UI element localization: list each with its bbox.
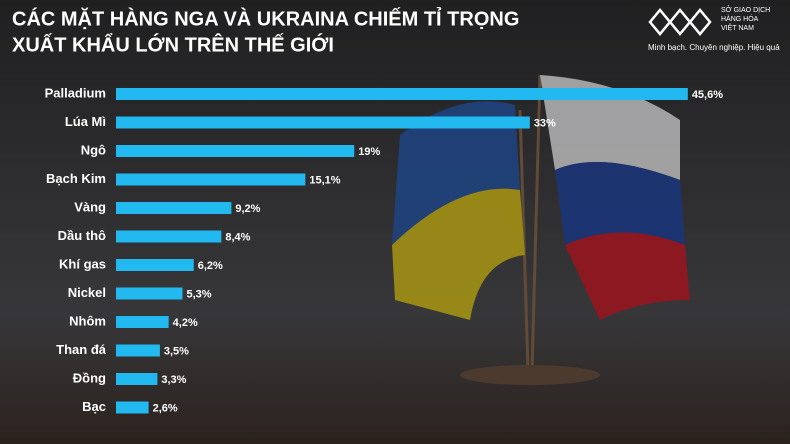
category-label: Lúa Mì [65, 114, 106, 129]
value-label: 19% [358, 146, 380, 158]
brand-name: SỞ GIAO DỊCH [721, 5, 770, 14]
category-label: Vàng [74, 199, 106, 214]
category-label: Bạc [82, 399, 106, 414]
bar [116, 145, 355, 157]
bar [116, 202, 232, 214]
category-label: Bạch Kim [46, 171, 106, 186]
brand-name: VIỆT NAM [721, 23, 754, 32]
category-label: Ngô [81, 142, 106, 157]
bar [116, 88, 688, 100]
value-label: 45,6% [692, 89, 723, 101]
value-label: 8,4% [225, 231, 250, 243]
bar [116, 259, 194, 271]
value-label: 3,5% [164, 345, 189, 357]
chart-title: CÁC MẶT HÀNG NGA VÀ UKRAINA CHIẾM TỈ TRỌ… [12, 7, 519, 30]
category-label: Dầu thô [58, 228, 106, 243]
category-label: Khí gas [59, 256, 106, 271]
value-label: 3,3% [161, 374, 186, 386]
bar [116, 173, 306, 186]
bar [116, 230, 222, 243]
value-label: 2,6% [153, 402, 178, 414]
category-label: Nickel [68, 285, 106, 300]
flags-decoration [392, 74, 690, 385]
brand-name: HÀNG HÓA [721, 14, 759, 23]
category-label: Than đá [56, 342, 107, 357]
bar [116, 344, 160, 357]
chart-title: XUẤT KHẨU LỚN TRÊN THẾ GIỚI [12, 32, 334, 56]
value-label: 5,3% [186, 288, 211, 300]
brand-tagline: Minh bạch. Chuyên nghiệp. Hiệu quả [648, 43, 780, 52]
bar [116, 401, 149, 414]
value-label: 9,2% [235, 203, 260, 215]
value-label: 4,2% [173, 317, 198, 329]
logo-icon [648, 8, 712, 36]
value-label: 15,1% [309, 174, 340, 186]
bar [116, 373, 158, 385]
value-label: 33% [534, 117, 556, 129]
category-label: Đồng [73, 370, 106, 385]
bar [116, 287, 183, 300]
category-label: Palladium [45, 85, 106, 100]
bar [116, 116, 530, 129]
bar [116, 316, 169, 328]
value-label: 6,2% [198, 260, 223, 272]
category-label: Nhôm [69, 313, 106, 328]
